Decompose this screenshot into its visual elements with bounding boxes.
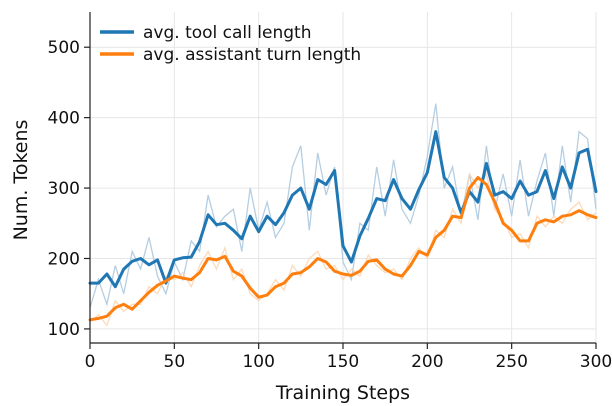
x-ticks: 0 50 100 150 200 250 300	[85, 343, 612, 372]
y-tick-label-2: 300	[48, 179, 80, 199]
y-tick-label-0: 100	[48, 320, 80, 340]
x-tick-label-1: 50	[164, 352, 186, 372]
y-ticks: 100 200 300 400 500	[48, 38, 90, 340]
x-tick-label-3: 150	[327, 352, 359, 372]
y-tick-label-3: 400	[48, 109, 80, 129]
series-raw-line-1	[89, 172, 597, 327]
y-tick-label-4: 500	[48, 38, 80, 58]
y-tick-label-1: 200	[48, 249, 80, 269]
x-axis-title: Training Steps	[275, 382, 410, 404]
x-tick-label-6: 300	[580, 352, 612, 372]
x-tick-label-4: 200	[411, 352, 443, 372]
legend: avg. tool call length avg. assistant tur…	[100, 23, 361, 65]
legend-label-tool-call: avg. tool call length	[143, 23, 311, 43]
x-tick-label-0: 0	[85, 352, 96, 372]
x-tick-label-5: 250	[495, 352, 527, 372]
x-tick-label-2: 100	[242, 352, 274, 372]
smoothed-lines	[88, 130, 598, 322]
legend-label-assistant-turn: avg. assistant turn length	[143, 45, 361, 65]
series-smoothed-line-1	[88, 176, 598, 322]
y-axis-title: Num. Tokens	[10, 120, 32, 241]
series-smoothed-line-0	[88, 130, 598, 289]
